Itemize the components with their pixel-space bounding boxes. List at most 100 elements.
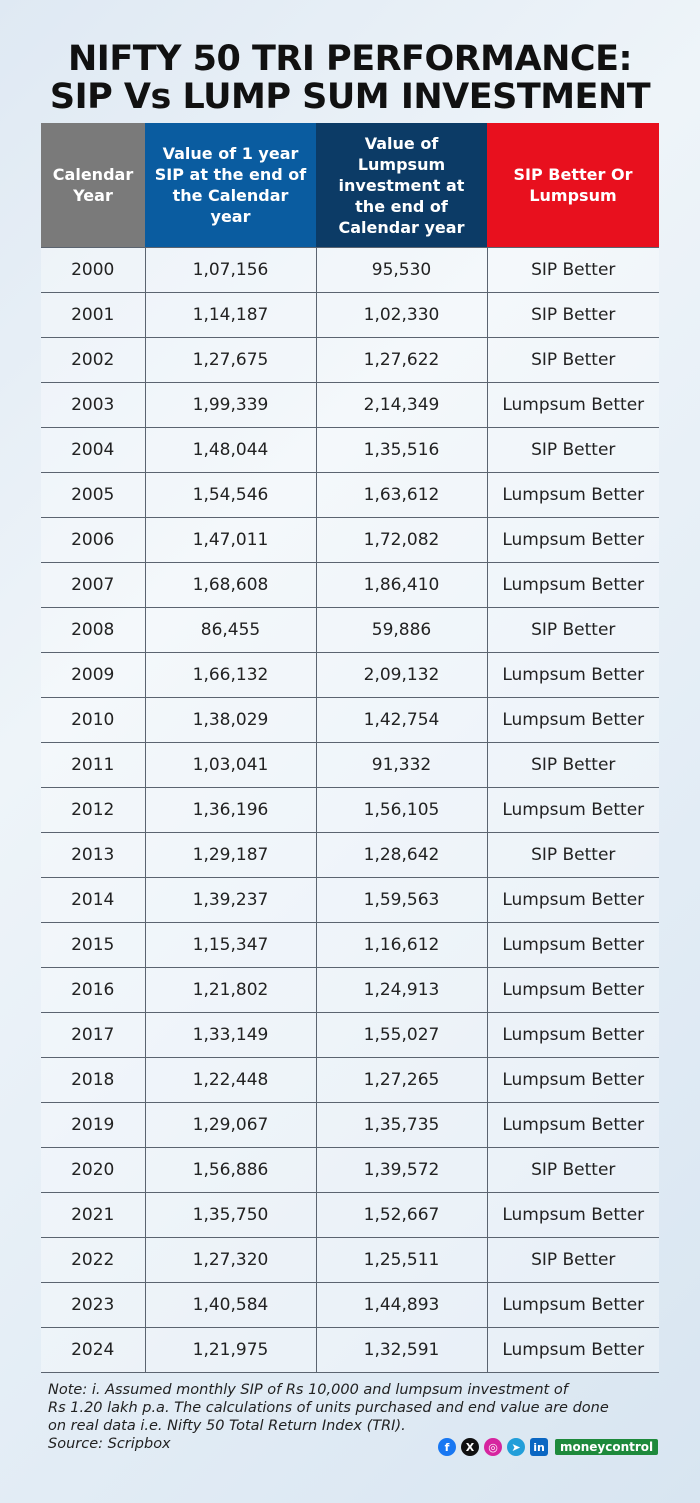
cell-sip-value: 1,33,149 — [144, 1012, 317, 1058]
cell-verdict: Lumpsum Better — [486, 1012, 659, 1058]
cell-lumpsum-value: 1,27,622 — [315, 337, 488, 383]
cell-sip-value: 1,47,011 — [144, 517, 317, 563]
cell-verdict: Lumpsum Better — [486, 1327, 659, 1373]
cell-sip-value: 1,29,067 — [144, 1102, 317, 1148]
x-icon[interactable]: X — [461, 1438, 479, 1456]
cell-year: 2019 — [41, 1102, 146, 1148]
cell-year: 2015 — [41, 922, 146, 968]
cell-year: 2002 — [41, 337, 146, 383]
instagram-icon[interactable]: ◎ — [484, 1438, 502, 1456]
cell-year: 2020 — [41, 1147, 146, 1193]
cell-lumpsum-value: 1,52,667 — [315, 1192, 488, 1238]
cell-lumpsum-value: 1,24,913 — [315, 967, 488, 1013]
cell-year: 2023 — [41, 1282, 146, 1328]
cell-verdict: Lumpsum Better — [486, 922, 659, 968]
page-title: NIFTY 50 TRI PERFORMANCE: SIP Vs LUMP SU… — [0, 40, 700, 116]
cell-sip-value: 1,66,132 — [144, 652, 317, 698]
moneycontrol-logo: moneycontrol — [555, 1439, 659, 1455]
table-body: 2000 1,07,156 95,530 SIP Better 2001 1,14,187… — [41, 247, 659, 1373]
cell-sip-value: 1,68,608 — [144, 562, 317, 608]
table-row: 2023 1,40,584 1,44,893 Lumpsum Better — [41, 1282, 659, 1328]
header-sip-value: Value of 1 year SIP at the end of the Ca… — [145, 123, 316, 248]
cell-year: 2024 — [41, 1327, 146, 1373]
cell-year: 2017 — [41, 1012, 146, 1058]
social-bar: f X ◎ ➤ in moneycontrol — [438, 1437, 659, 1457]
cell-year: 2012 — [41, 787, 146, 833]
cell-year: 2003 — [41, 382, 146, 428]
cell-verdict: Lumpsum Better — [486, 472, 659, 518]
cell-sip-value: 1,38,029 — [144, 697, 317, 743]
table-row: 2006 1,47,011 1,72,082 Lumpsum Better — [41, 517, 659, 563]
table-row: 2016 1,21,802 1,24,913 Lumpsum Better — [41, 967, 659, 1013]
table-row: 2013 1,29,187 1,28,642 SIP Better — [41, 832, 659, 878]
cell-year: 2018 — [41, 1057, 146, 1103]
cell-verdict: SIP Better — [486, 832, 659, 878]
cell-verdict: Lumpsum Better — [486, 877, 659, 923]
cell-year: 2000 — [41, 247, 146, 293]
cell-sip-value: 1,56,886 — [144, 1147, 317, 1193]
cell-year: 2008 — [41, 607, 146, 653]
cell-lumpsum-value: 1,42,754 — [315, 697, 488, 743]
cell-verdict: SIP Better — [486, 607, 659, 653]
cell-verdict: SIP Better — [486, 427, 659, 473]
cell-lumpsum-value: 59,886 — [315, 607, 488, 653]
cell-lumpsum-value: 1,27,265 — [315, 1057, 488, 1103]
cell-verdict: Lumpsum Better — [486, 1057, 659, 1103]
cell-year: 2010 — [41, 697, 146, 743]
cell-sip-value: 86,455 — [144, 607, 317, 653]
cell-year: 2005 — [41, 472, 146, 518]
cell-lumpsum-value: 91,332 — [315, 742, 488, 788]
cell-lumpsum-value: 1,35,516 — [315, 427, 488, 473]
title-line-1: NIFTY 50 TRI PERFORMANCE: — [68, 39, 632, 79]
cell-sip-value: 1,35,750 — [144, 1192, 317, 1238]
telegram-icon[interactable]: ➤ — [507, 1438, 525, 1456]
cell-lumpsum-value: 1,86,410 — [315, 562, 488, 608]
cell-year: 2009 — [41, 652, 146, 698]
cell-lumpsum-value: 1,44,893 — [315, 1282, 488, 1328]
table-row: 2003 1,99,339 2,14,349 Lumpsum Better — [41, 382, 659, 428]
cell-verdict: SIP Better — [486, 1147, 659, 1193]
cell-lumpsum-value: 1,16,612 — [315, 922, 488, 968]
header-calendar-year: Calendar Year — [41, 123, 145, 248]
header-verdict: SIP Better Or Lumpsum — [487, 123, 659, 248]
cell-verdict: Lumpsum Better — [486, 697, 659, 743]
table-row: 2011 1,03,041 91,332 SIP Better — [41, 742, 659, 788]
cell-year: 2013 — [41, 832, 146, 878]
cell-verdict: Lumpsum Better — [486, 1282, 659, 1328]
table-row: 2004 1,48,044 1,35,516 SIP Better — [41, 427, 659, 473]
cell-sip-value: 1,48,044 — [144, 427, 317, 473]
cell-year: 2016 — [41, 967, 146, 1013]
cell-sip-value: 1,39,237 — [144, 877, 317, 923]
cell-lumpsum-value: 1,25,511 — [315, 1237, 488, 1283]
cell-sip-value: 1,07,156 — [144, 247, 317, 293]
facebook-icon[interactable]: f — [438, 1438, 456, 1456]
cell-lumpsum-value: 2,14,349 — [315, 382, 488, 428]
cell-verdict: Lumpsum Better — [486, 1192, 659, 1238]
cell-lumpsum-value: 1,02,330 — [315, 292, 488, 338]
cell-lumpsum-value: 1,32,591 — [315, 1327, 488, 1373]
cell-year: 2011 — [41, 742, 146, 788]
cell-sip-value: 1,27,320 — [144, 1237, 317, 1283]
table-header-row: Calendar Year Value of 1 year SIP at the… — [41, 123, 659, 248]
table-row: 2017 1,33,149 1,55,027 Lumpsum Better — [41, 1012, 659, 1058]
cell-lumpsum-value: 95,530 — [315, 247, 488, 293]
table-row: 2018 1,22,448 1,27,265 Lumpsum Better — [41, 1057, 659, 1103]
table-row: 2005 1,54,546 1,63,612 Lumpsum Better — [41, 472, 659, 518]
linkedin-icon[interactable]: in — [530, 1438, 548, 1456]
table-row: 2022 1,27,320 1,25,511 SIP Better — [41, 1237, 659, 1283]
table-row: 2012 1,36,196 1,56,105 Lumpsum Better — [41, 787, 659, 833]
cell-lumpsum-value: 1,72,082 — [315, 517, 488, 563]
table-row: 2015 1,15,347 1,16,612 Lumpsum Better — [41, 922, 659, 968]
cell-sip-value: 1,99,339 — [144, 382, 317, 428]
cell-sip-value: 1,36,196 — [144, 787, 317, 833]
cell-lumpsum-value: 1,59,563 — [315, 877, 488, 923]
cell-sip-value: 1,54,546 — [144, 472, 317, 518]
table-row: 2001 1,14,187 1,02,330 SIP Better — [41, 292, 659, 338]
cell-sip-value: 1,14,187 — [144, 292, 317, 338]
cell-verdict: SIP Better — [486, 1237, 659, 1283]
cell-lumpsum-value: 1,56,105 — [315, 787, 488, 833]
table-row: 2007 1,68,608 1,86,410 Lumpsum Better — [41, 562, 659, 608]
cell-sip-value: 1,03,041 — [144, 742, 317, 788]
table-row: 2014 1,39,237 1,59,563 Lumpsum Better — [41, 877, 659, 923]
cell-year: 2014 — [41, 877, 146, 923]
